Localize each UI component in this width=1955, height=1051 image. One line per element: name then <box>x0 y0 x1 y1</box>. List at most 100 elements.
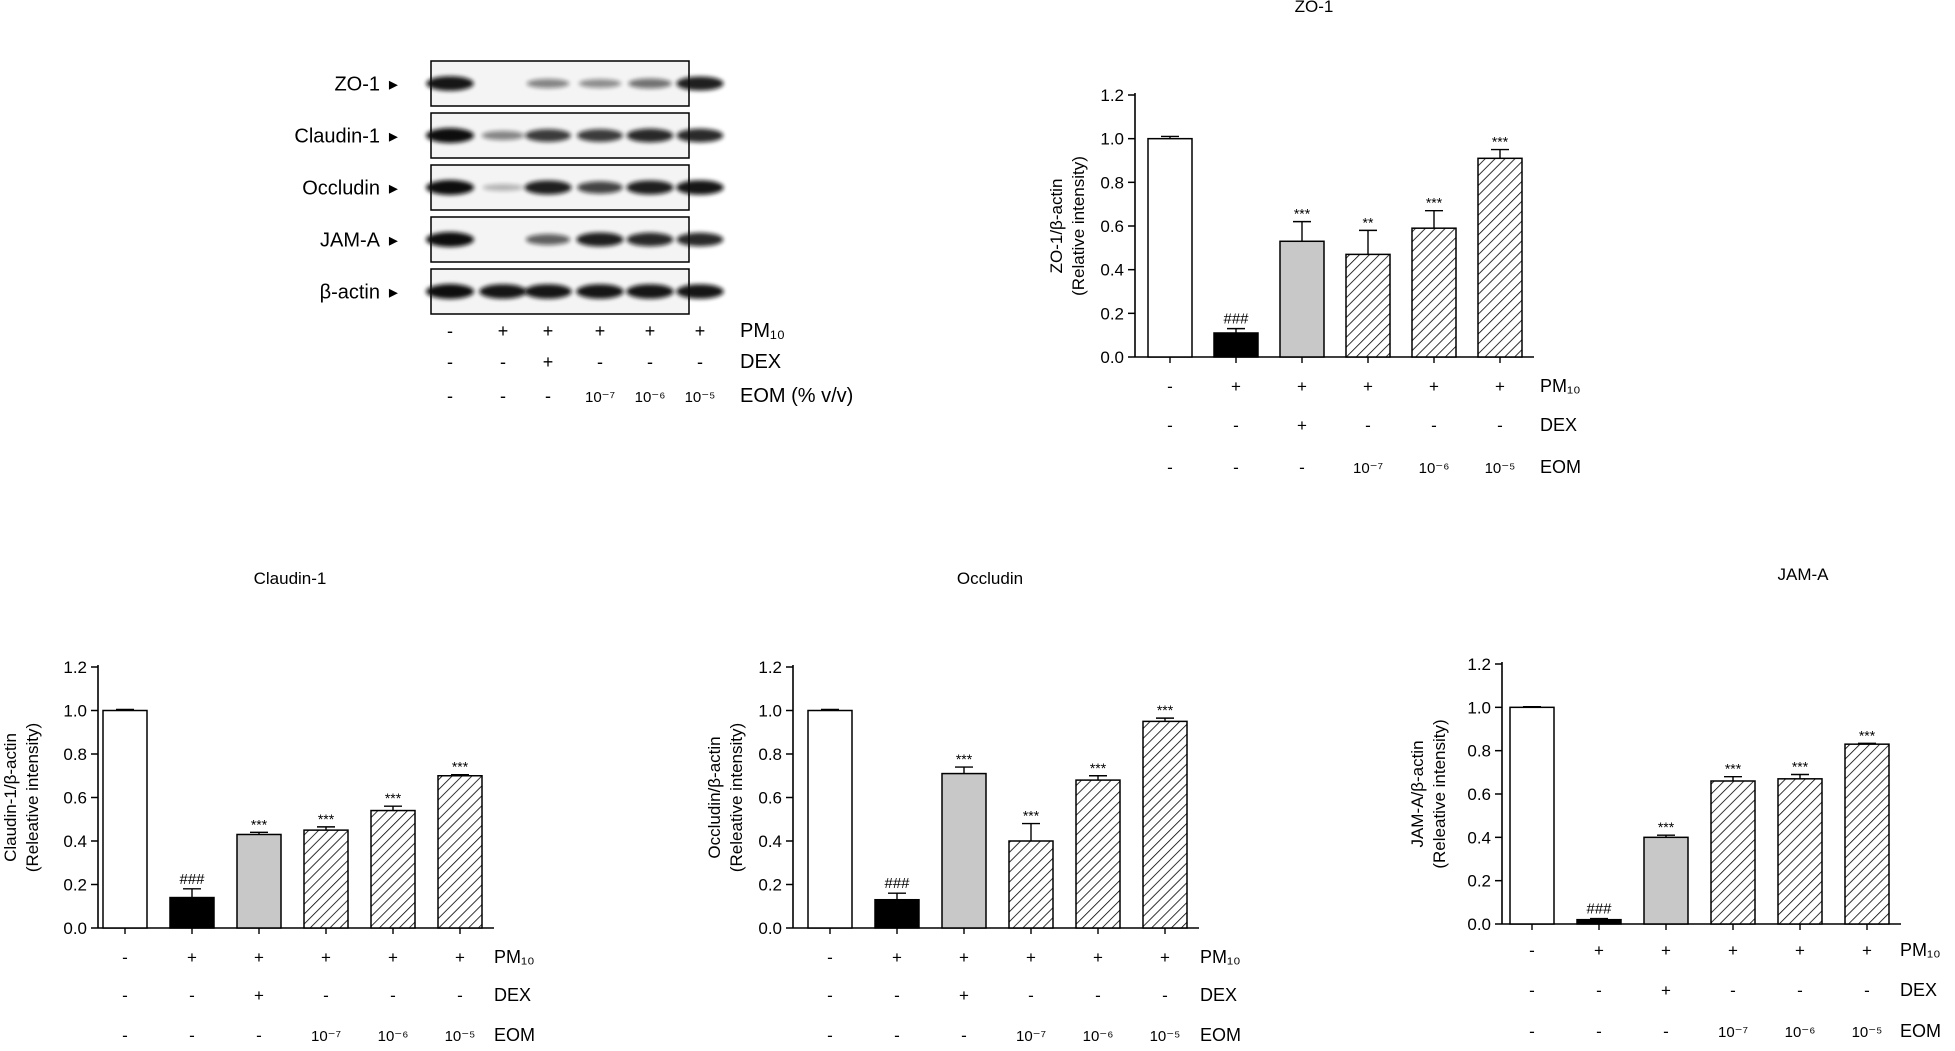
significance-hash-label: ### <box>1586 901 1612 918</box>
treatment-mark: - <box>1233 416 1239 435</box>
blot-row-actin: β-actin ► <box>320 268 724 315</box>
blot-band <box>676 232 724 247</box>
zo1-bar-chart: ZO-1 ZO-1/β-actin (Relative intensity) 0.0 0… <box>1047 0 1581 477</box>
bar-eom <box>1844 743 1890 925</box>
arrow-icon: ► <box>386 181 401 198</box>
significance-star-label: *** <box>385 790 402 806</box>
treatment-mark: - <box>323 986 329 1005</box>
bar-control <box>102 709 148 929</box>
y-tick-label: 1.2 <box>1467 655 1491 674</box>
treatment-mark: - <box>647 352 653 372</box>
y-tick-label: 0.2 <box>1467 872 1491 891</box>
treatment-mark: - <box>122 948 128 967</box>
bar-dex <box>941 772 987 929</box>
treatment-mark: - <box>1365 416 1371 435</box>
treatment-mark: 10⁻⁵ <box>1852 1024 1883 1041</box>
treatment-mark: + <box>1160 948 1170 967</box>
bar-eom <box>303 829 349 929</box>
treatment-mark: 10⁻⁷ <box>1353 460 1383 477</box>
band-label-jam-a: JAM-A <box>320 230 381 252</box>
treatment-mark: - <box>1596 1022 1602 1041</box>
bar-eom <box>370 809 416 929</box>
treatment-label-dex: DEX <box>1900 980 1937 1000</box>
significance-star-label: *** <box>1157 702 1174 718</box>
blot-band <box>426 232 474 247</box>
y-tick-label: 0.6 <box>63 789 87 808</box>
bar-dex <box>1643 836 1689 925</box>
blot-band <box>626 128 674 143</box>
significance-star-label: *** <box>1023 808 1040 824</box>
y-tick-label: 1.2 <box>758 658 782 677</box>
treatment-mark: + <box>1661 941 1671 960</box>
treatment-mark: 10⁻⁶ <box>1419 460 1450 477</box>
y-tick-label: 0.8 <box>1467 742 1491 761</box>
blot-band <box>482 184 524 191</box>
treatment-mark: - <box>827 1026 833 1045</box>
treatment-mark: - <box>894 1026 900 1045</box>
blot-band <box>525 234 571 245</box>
treatment-mark: + <box>1862 941 1872 960</box>
treatment-mark: - <box>827 948 833 967</box>
y-axis-label: ZO-1/β-actin (Relative intensity) <box>1047 156 1088 296</box>
treatment-mark: - <box>1167 458 1173 477</box>
arrow-icon: ► <box>386 129 401 146</box>
y-axis-label-line: (Relative intensity) <box>1069 156 1088 296</box>
bar-eom <box>1345 253 1391 358</box>
treatment-mark: - <box>122 1026 128 1045</box>
treatment-mark: - <box>1529 1022 1535 1041</box>
y-tick-label: 0.8 <box>63 745 87 764</box>
treatment-mark: + <box>959 948 969 967</box>
blot-band <box>576 232 624 247</box>
blot-band <box>626 232 674 247</box>
y-tick-label: 0.2 <box>758 876 782 895</box>
treatment-mark: + <box>321 948 331 967</box>
bar-pm10 <box>169 896 215 929</box>
treatment-label-dex: DEX <box>1540 415 1577 435</box>
y-axis-label: Occludin/β-actin (Releative intensity) <box>705 723 746 872</box>
treatment-label-dex: DEX <box>494 985 531 1005</box>
treatment-mark: - <box>827 986 833 1005</box>
treatment-mark: + <box>254 948 264 967</box>
treatment-label-eom: EOM <box>1200 1025 1241 1045</box>
treatment-mark: 10⁻⁷ <box>585 389 615 406</box>
bar-pm10 <box>874 898 920 929</box>
treatment-label-pm: PM₁₀ <box>1200 947 1241 967</box>
blot-band <box>481 130 525 141</box>
significance-star-label: *** <box>452 759 469 775</box>
arrow-icon: ► <box>386 233 401 250</box>
treatment-mark: + <box>695 321 706 341</box>
blot-row-claudin-1: Claudin-1 ► <box>294 112 724 159</box>
treatment-mark: - <box>1162 986 1168 1005</box>
treatment-mark: 10⁻⁷ <box>311 1028 341 1045</box>
treatment-mark: + <box>187 948 197 967</box>
treatment-mark: 10⁻⁵ <box>1485 460 1516 477</box>
y-tick-label: 0.8 <box>758 745 782 764</box>
bar-eom <box>1142 720 1188 929</box>
chart-title: ZO-1 <box>1295 0 1334 16</box>
treatment-mark: - <box>1596 981 1602 1000</box>
bar-eom <box>1777 778 1823 925</box>
treatment-mark: 10⁻⁶ <box>1083 1028 1114 1045</box>
treatment-mark: - <box>697 352 703 372</box>
blot-band <box>628 78 672 89</box>
treatment-mark: + <box>543 352 554 372</box>
y-tick-label: 0.4 <box>1100 261 1124 280</box>
treatment-mark: + <box>1026 948 1036 967</box>
y-tick-label: 0.0 <box>63 919 87 938</box>
claudin1-bar-chart: Claudin-1 Claudin-1/β-actin (Releative int… <box>1 569 535 1045</box>
treatment-mark: + <box>645 321 656 341</box>
treatment-mark: - <box>189 986 195 1005</box>
band-label-zo-1: ZO-1 <box>334 74 380 96</box>
bar-dex <box>1279 240 1325 358</box>
blot-treatment-row-dex: - - + - - - DEX <box>447 351 781 373</box>
treatment-label-pm: PM₁₀ <box>1540 376 1581 396</box>
significance-star-label: *** <box>1658 819 1675 835</box>
y-tick-label: 0.4 <box>758 832 782 851</box>
treatment-mark: - <box>1797 981 1803 1000</box>
y-tick-label: 0.6 <box>1100 217 1124 236</box>
treatment-label: EOM (% v/v) <box>740 385 853 407</box>
blot-band <box>676 284 724 299</box>
blot-band <box>676 180 724 195</box>
y-tick-label: 1.2 <box>63 658 87 677</box>
